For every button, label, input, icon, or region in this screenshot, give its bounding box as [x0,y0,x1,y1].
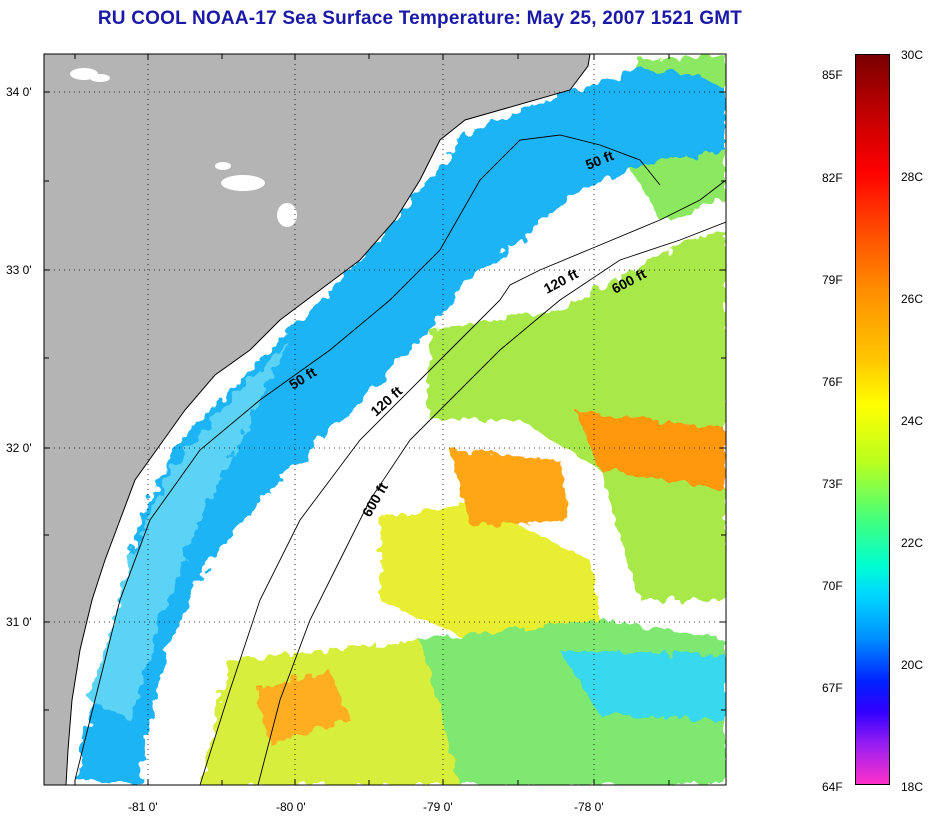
colorbar-c-label: 18C [901,780,924,794]
colorbar-f-label: 64F [822,780,843,794]
sst-orange-east [575,410,726,490]
lon-label: -78 0' [574,800,604,814]
colorbar-c-label: 24C [901,414,924,428]
land-mass [44,54,590,785]
colorbar-c-label: 26C [901,292,924,306]
isobath-120ft [199,179,726,785]
map-frame [43,53,727,786]
colorbar-c-label: 20C [901,658,924,672]
graticule [44,54,726,785]
lon-label: -81 0' [128,800,158,814]
coastline [65,54,591,785]
tick-marks [44,54,726,785]
colorbar-f-label: 76F [822,375,843,389]
map-title: RU COOL NOAA-17 Sea Surface Temperature:… [97,8,743,29]
lat-label: 33 0' [6,263,32,277]
temperature-colorbar [855,54,890,785]
colorbar-f-label: 85F [822,68,843,82]
sst-yellow-south [380,500,600,640]
land-cloud-specks [70,68,297,227]
lon-label: -80 0' [276,800,306,814]
lat-label: 31 0' [6,615,32,629]
lon-label: -79 0' [423,800,453,814]
isobath-50ft [74,134,661,781]
sst-cyan-southeast [560,650,726,720]
colorbar-f-label: 79F [822,273,843,287]
colorbar-f-label: 70F [822,579,843,593]
isobath-600ft [257,221,726,785]
sst-blue-band [75,70,726,785]
sst-orange-mid [450,450,570,525]
lat-label: 32 0' [6,441,32,455]
sst-patches [75,55,726,785]
colorbar-f-label: 67F [822,681,843,695]
colorbar-c-label: 22C [901,536,924,550]
lat-label: 34 0' [6,85,32,99]
sst-orange-south [255,670,350,745]
colorbar-c-label: 28C [901,170,924,184]
colorbar-c-label: 30C [901,48,924,62]
colorbar-f-label: 73F [822,477,843,491]
colorbar-f-label: 82F [822,171,843,185]
sst-light-blue-band [90,340,290,720]
